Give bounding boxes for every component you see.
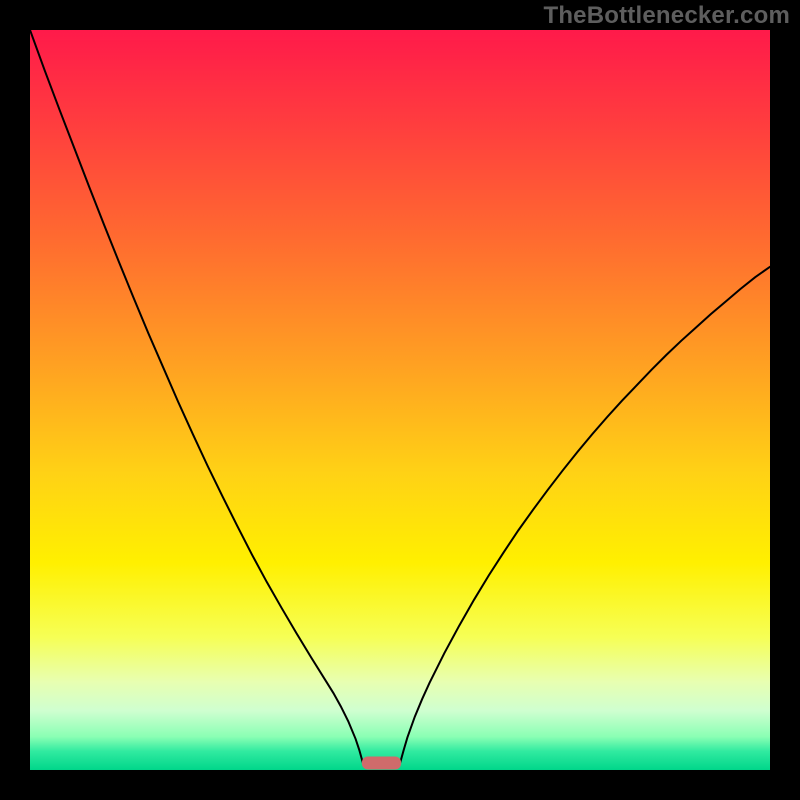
chart-container: TheBottlenecker.com (0, 0, 800, 800)
plot-background (30, 30, 770, 770)
chart-svg (0, 0, 800, 800)
bottom-marker (362, 757, 401, 770)
